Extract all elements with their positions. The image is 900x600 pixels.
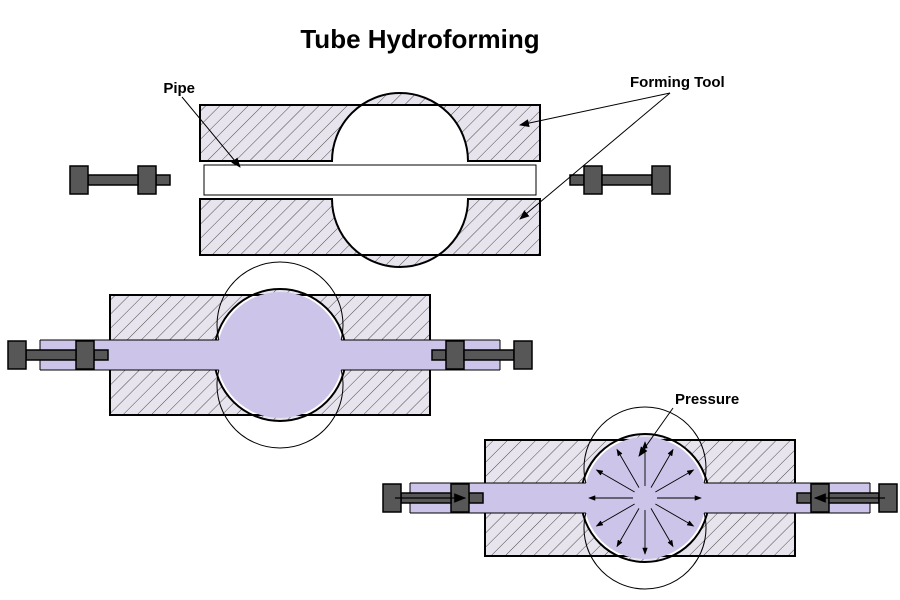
left-punch — [70, 166, 88, 194]
label-forming-tool: Forming Tool — [630, 74, 725, 91]
left-punch — [8, 341, 26, 369]
right-punch — [652, 166, 670, 194]
right-punch — [514, 341, 532, 369]
pipe — [204, 165, 536, 195]
diagram-title: Tube Hydroforming — [300, 24, 539, 54]
label-pressure: Pressure — [675, 391, 739, 408]
label-pipe: Pipe — [163, 80, 195, 97]
